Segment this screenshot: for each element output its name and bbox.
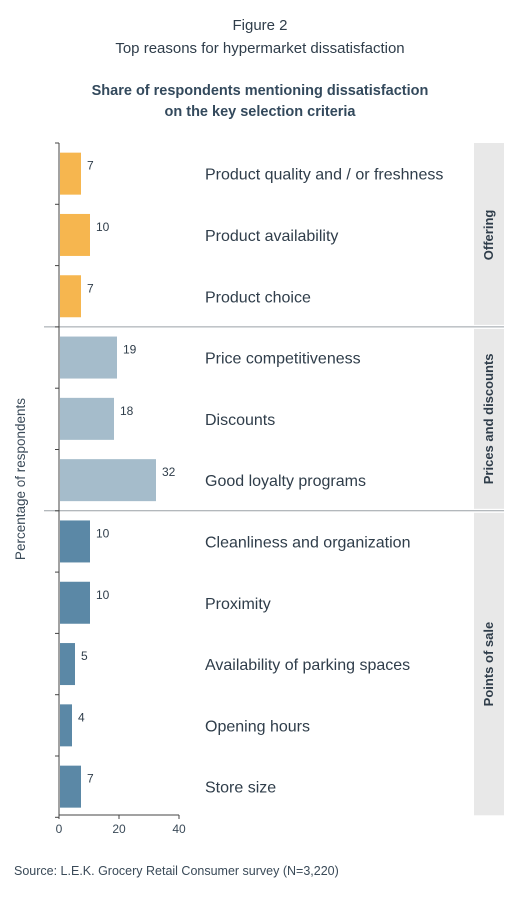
data-label: 7 [87,772,94,786]
data-label: 5 [81,649,88,663]
bar [60,275,81,318]
category-label: Proximity [205,596,271,613]
bar [60,520,90,563]
category-label: Discounts [205,412,275,429]
figure-title: Top reasons for hypermarket dissatisfact… [115,40,405,57]
bar [60,704,72,747]
figure-number: Figure 2 [232,17,288,34]
group-label-2: Prices and discounts [481,353,496,484]
bar [60,213,90,256]
x-tick-label: 0 [56,822,63,836]
chart-subtitle-line-2: on the key selection criteria [164,104,356,120]
x-tick-label: 20 [112,822,126,836]
chart-subtitle: Share of respondents mentioning dissatis… [0,81,520,123]
category-label: Availability of parking spaces [205,657,410,674]
bar [60,581,90,624]
chart-subtitle-line-1: Share of respondents mentioning dissatis… [91,83,429,99]
group-band-2 [474,328,504,509]
data-label: 19 [123,343,137,357]
data-label: 7 [87,281,94,295]
group-band-1 [474,143,504,325]
bar [60,765,81,808]
data-label: 18 [120,404,134,418]
data-label: 10 [96,588,110,602]
category-label: Product choice [205,289,311,306]
bar [60,397,114,440]
bar [60,643,75,686]
group-band-3 [474,512,504,816]
data-label: 7 [87,159,94,173]
data-label: 10 [96,220,110,234]
category-label: Price competitiveness [205,351,361,368]
category-label: Cleanliness and organization [205,534,410,551]
source-note: Source: L.E.K. Grocery Retail Consumer s… [14,864,339,878]
bar [60,152,81,195]
y-axis-label: Percentage of respondents [13,398,28,560]
category-label: Product availability [205,228,338,245]
bar [60,336,117,379]
data-label: 32 [162,465,176,479]
category-label: Opening hours [205,718,310,735]
group-label-1: Offering [481,210,496,261]
category-label: Product quality and / or freshness [205,167,443,184]
data-label: 10 [96,526,110,540]
category-label: Good loyalty programs [205,473,366,490]
group-label-3: Points of sale [481,622,496,707]
data-label: 4 [78,710,85,724]
category-label: Store size [205,780,276,797]
bar [60,459,156,502]
x-tick-label: 40 [172,822,186,836]
